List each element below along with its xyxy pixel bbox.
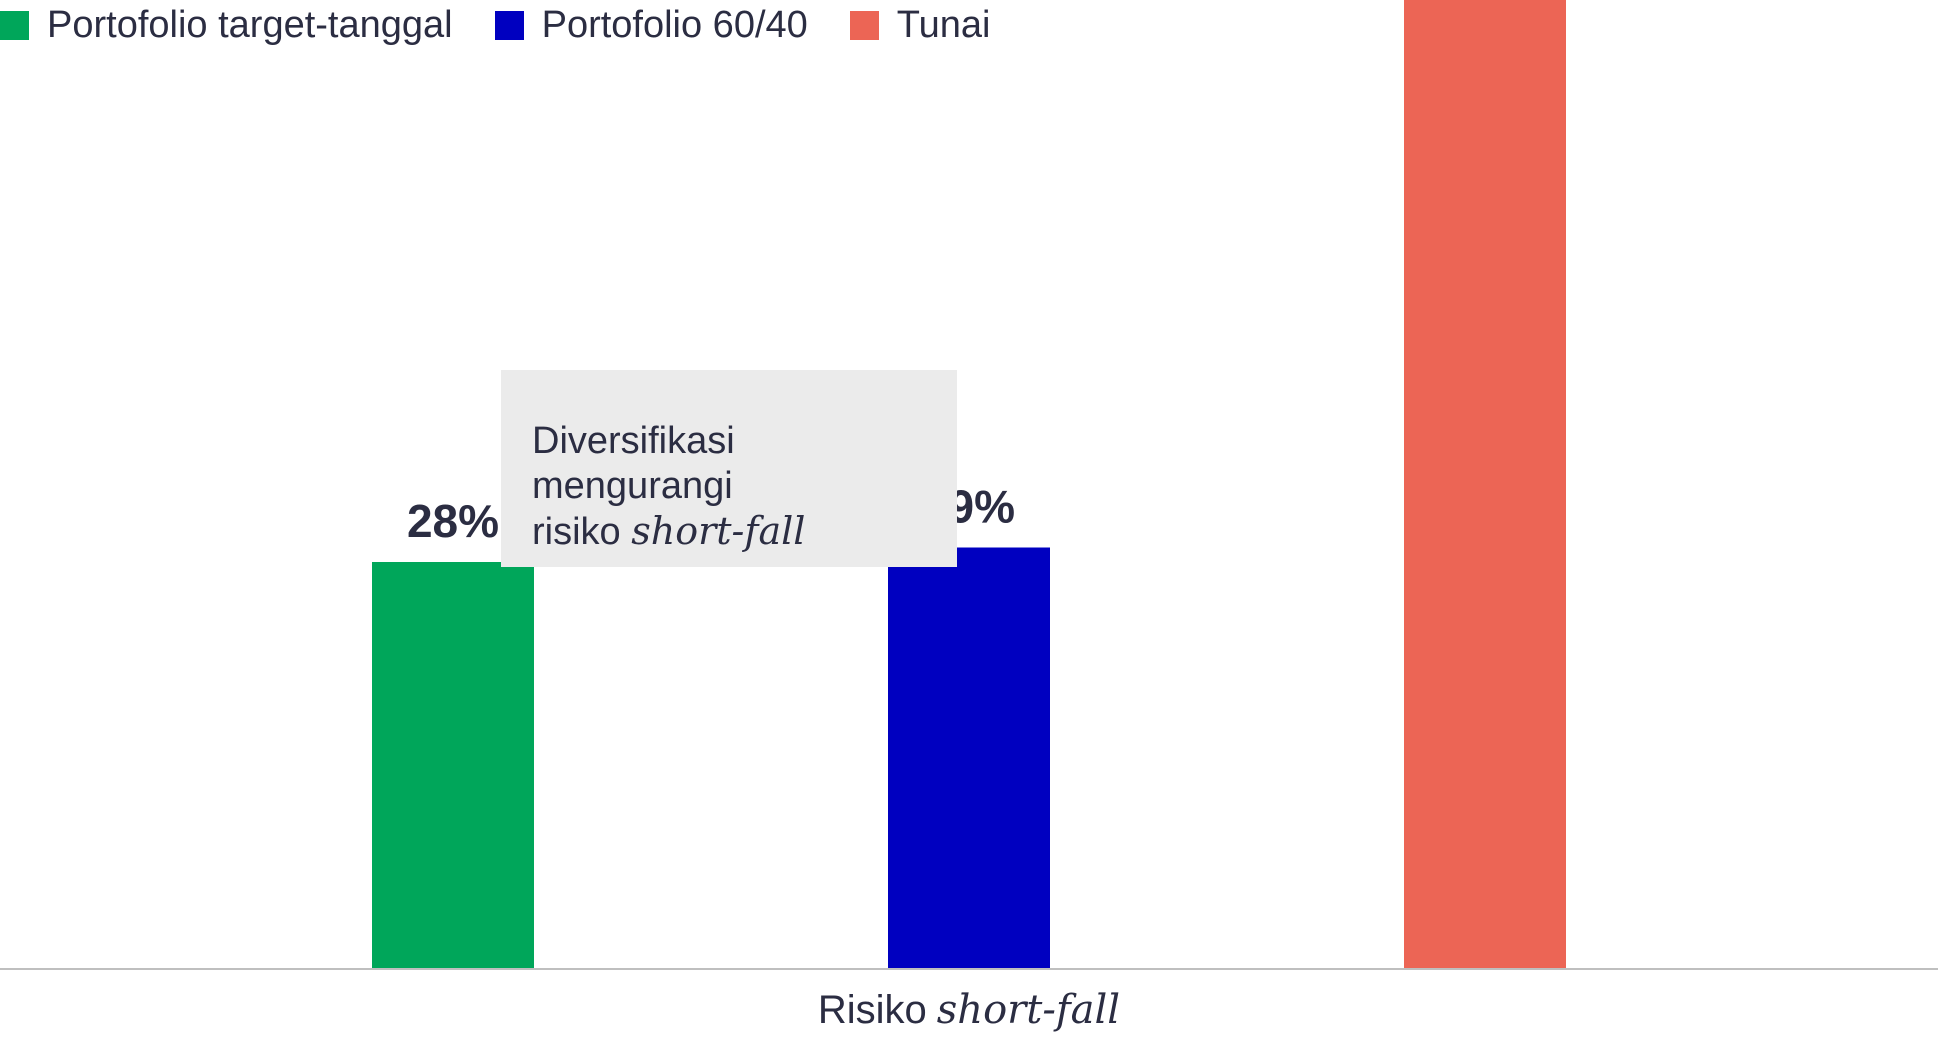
bar-0 <box>372 562 534 968</box>
legend-label-tunai: Tunai <box>896 3 991 46</box>
annotation-line-1: Diversifikasi mengurangi <box>532 420 735 507</box>
legend-item-tunai: Tunai <box>849 3 991 47</box>
legend-swatch-60-40 <box>494 10 524 40</box>
bar-1 <box>888 547 1050 968</box>
annotation-box: Diversifikasi mengurangi risiko short-fa… <box>501 370 957 567</box>
legend-swatch-target-tanggal <box>0 10 29 40</box>
x-axis-label: Risiko short-fall <box>0 987 1938 1033</box>
legend-label-target-tanggal: Portofolio target-tanggal <box>47 3 453 46</box>
legend-label-60-40: Portofolio 60/40 <box>541 3 808 46</box>
x-axis-label-plain: Risiko <box>817 988 927 1032</box>
x-axis-label-italic: short-fall <box>936 987 1121 1033</box>
annotation-line-2-plain: risiko <box>532 511 621 553</box>
legend-item-60-40: Portofolio 60/40 <box>494 3 808 47</box>
bar-2 <box>1404 0 1566 968</box>
annotation-line-2-italic: short-fall <box>631 509 806 553</box>
chart-legend: Portofolio target-tanggal Portofolio 60/… <box>0 2 1032 48</box>
data-label-0: 28% <box>407 495 499 547</box>
legend-swatch-tunai <box>849 10 879 40</box>
legend-item-target-tanggal: Portofolio target-tanggal <box>0 4 453 47</box>
annotation-line-2: risiko short-fall <box>532 509 937 555</box>
